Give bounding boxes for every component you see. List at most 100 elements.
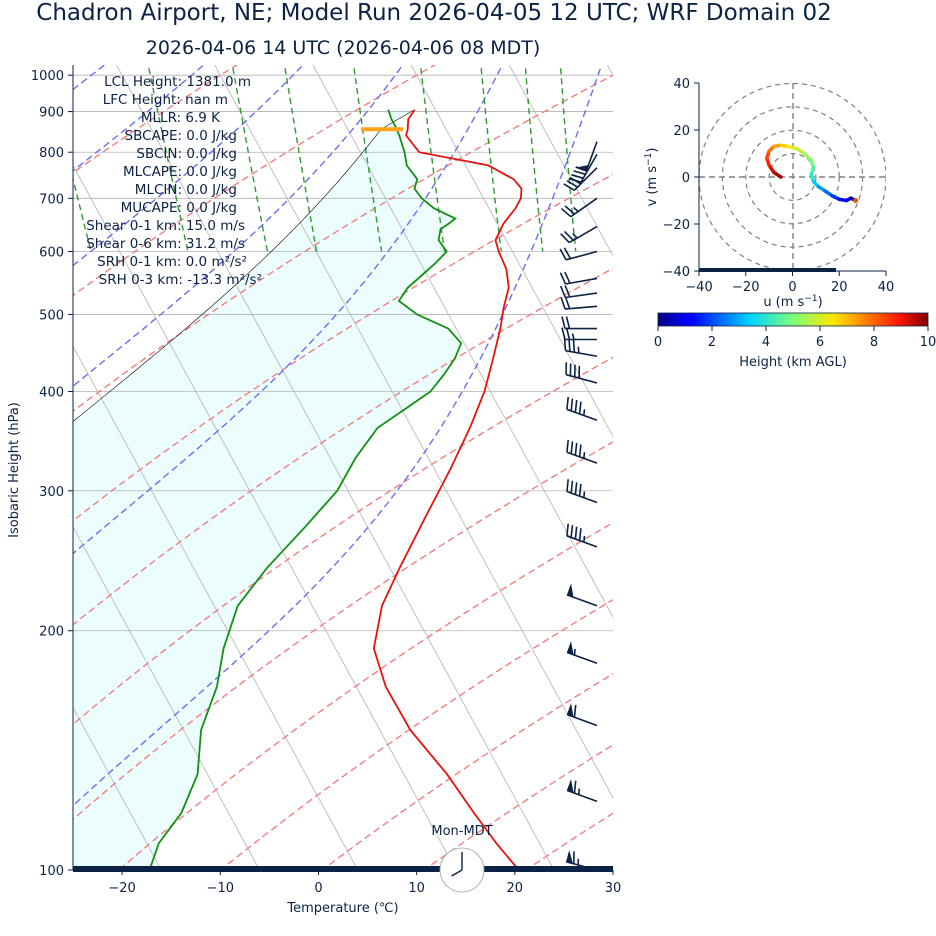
colorbar-tick-label: 6 [816, 335, 824, 350]
dry-adiabat-line [73, 356, 613, 726]
y-tick-label: 400 [39, 385, 64, 400]
x-tick-label: −10 [207, 881, 234, 896]
isotherm-line [312, 65, 613, 618]
wind-barb [559, 247, 598, 261]
moist-adiabat-line [73, 65, 504, 555]
x-tick-label: 30 [605, 881, 622, 896]
wind-barb [566, 703, 598, 727]
colorbar-ticks: 0 2 4 6 8 10 [654, 326, 936, 350]
dry-adiabat-line [73, 74, 613, 413]
wind-barbs [559, 141, 598, 871]
wind-barb [560, 225, 598, 244]
index-srh01: SRH 0-1 km: 0.0 m²/s² [97, 254, 247, 270]
parcel-profile-line [73, 109, 415, 422]
ground-level-bar [73, 866, 613, 872]
dry-adiabat-line [525, 812, 613, 870]
index-mlcape: MLCAPE: 0.0 J/kg [123, 164, 237, 180]
colorbar-label: Height (km AGL) [739, 355, 847, 370]
isotherm-line [508, 65, 613, 257]
wind-barb [566, 479, 598, 504]
index-sbcape: SBCAPE: 0.0 J/kg [125, 128, 237, 144]
isotherm-line [73, 706, 162, 870]
wind-barb [574, 141, 598, 172]
hodograph-y-tick-label: −40 [663, 265, 690, 280]
dry-adiabat-line [423, 744, 613, 870]
colorbar-tick-label: 2 [708, 335, 716, 350]
wind-barb [566, 523, 598, 548]
chart-title: Chadron Airport, NE; Model Run 2026-04-0… [36, 0, 832, 26]
wind-barb [560, 197, 598, 218]
hodograph-surface-point [853, 198, 859, 203]
stability-indices: LCL Height: 1381.0 m LFC Height: nan m M… [86, 74, 262, 288]
isotherm-line [706, 65, 936, 870]
mixing-ratio-line [480, 65, 502, 252]
index-mucape: MUCAPE: 0.0 J/kg [121, 200, 237, 216]
y-tick-label: 100 [39, 864, 64, 879]
isotherm-line [116, 65, 555, 870]
wind-barb [561, 316, 597, 330]
wind-barb [561, 327, 597, 341]
index-srh03: SRH 0-3 km: -13.3 m²/s² [99, 272, 262, 288]
hodograph-x-ticks: −40 −20 0 20 40 [685, 271, 894, 295]
isotherm-gridlines [73, 65, 936, 870]
dry-adiabat-line [118, 521, 613, 870]
wind-barb [566, 396, 598, 422]
index-lcl: LCL Height: 1381.0 m [104, 74, 251, 90]
hodograph-x-tick-label: −40 [685, 280, 712, 295]
dry-adiabats [73, 65, 613, 870]
wind-barb [560, 296, 598, 310]
mixing-ratio-line [147, 65, 189, 252]
hodograph-y-label: v (m s−1) [644, 148, 660, 207]
wind-barb [566, 779, 598, 803]
hodograph-x-tick-label: −20 [732, 280, 759, 295]
hodograph-y-tick-label: 40 [673, 77, 690, 92]
x-tick-label: 10 [408, 881, 425, 896]
moist-adiabats [73, 65, 603, 807]
wind-barb [566, 641, 598, 665]
x-tick-labels: −20 −10 0 10 20 30 [108, 870, 621, 896]
local-time-clock: Mon-MDT [431, 824, 493, 893]
dry-adiabat-line [73, 65, 437, 297]
hodograph-trace [765, 143, 859, 203]
chart-subtitle: 2026-04-06 14 UTC (2026-04-06 08 MDT) [145, 37, 541, 59]
isotherm-line [73, 345, 359, 870]
wind-barb [566, 583, 598, 607]
index-sbcin: SBCIN: 0.0 J/kg [136, 146, 237, 162]
hodograph-x-tick-label: 40 [878, 280, 895, 295]
y-tick-label: 600 [39, 246, 64, 261]
mixing-ratio-line [283, 65, 318, 252]
mixing-ratio-line [559, 65, 577, 252]
colorbar-tick-label: 10 [920, 335, 936, 350]
hodograph-x-label: u (m s−1) [763, 294, 822, 310]
mixing-ratio-line [615, 58, 627, 251]
dry-adiabat-line [73, 173, 613, 522]
isotherm-line [804, 65, 936, 870]
mixing-ratio-line [352, 65, 383, 252]
wind-barb [565, 850, 598, 871]
isotherm-line [73, 525, 260, 870]
y-tick-label: 700 [39, 192, 64, 207]
temperature-profile-line [372, 109, 523, 870]
dewpoint-profile-line [148, 109, 463, 870]
dry-adiabat-line [73, 267, 613, 626]
index-mlcin: MLCIN: 0.0 J/kg [135, 182, 237, 198]
hodograph-y-tick-label: −20 [663, 218, 690, 233]
x-tick-label: 20 [507, 881, 524, 896]
y-tick-label: 300 [39, 485, 64, 500]
x-tick-label: 0 [314, 881, 322, 896]
clock-label: Mon-MDT [431, 824, 492, 839]
hodograph-y-tick-label: 20 [673, 124, 690, 139]
y-tick-label: 900 [39, 106, 64, 121]
skewt-plot-area [73, 58, 936, 870]
y-tick-label: 200 [39, 625, 64, 640]
wind-barb [565, 362, 598, 384]
hodograph-y-ticks: −40 −20 0 20 40 [663, 77, 699, 280]
isotherm-line [410, 65, 613, 438]
wind-barb [559, 285, 598, 299]
mixing-ratio-line [524, 65, 544, 252]
hodograph: −40 −20 0 20 40 −40 −20 0 20 40 u (m s−1) v (m s… [644, 77, 894, 310]
y-tick-label: 500 [39, 308, 64, 323]
colorbar-tick-label: 0 [654, 335, 662, 350]
y-tick-label: 1000 [31, 69, 64, 84]
